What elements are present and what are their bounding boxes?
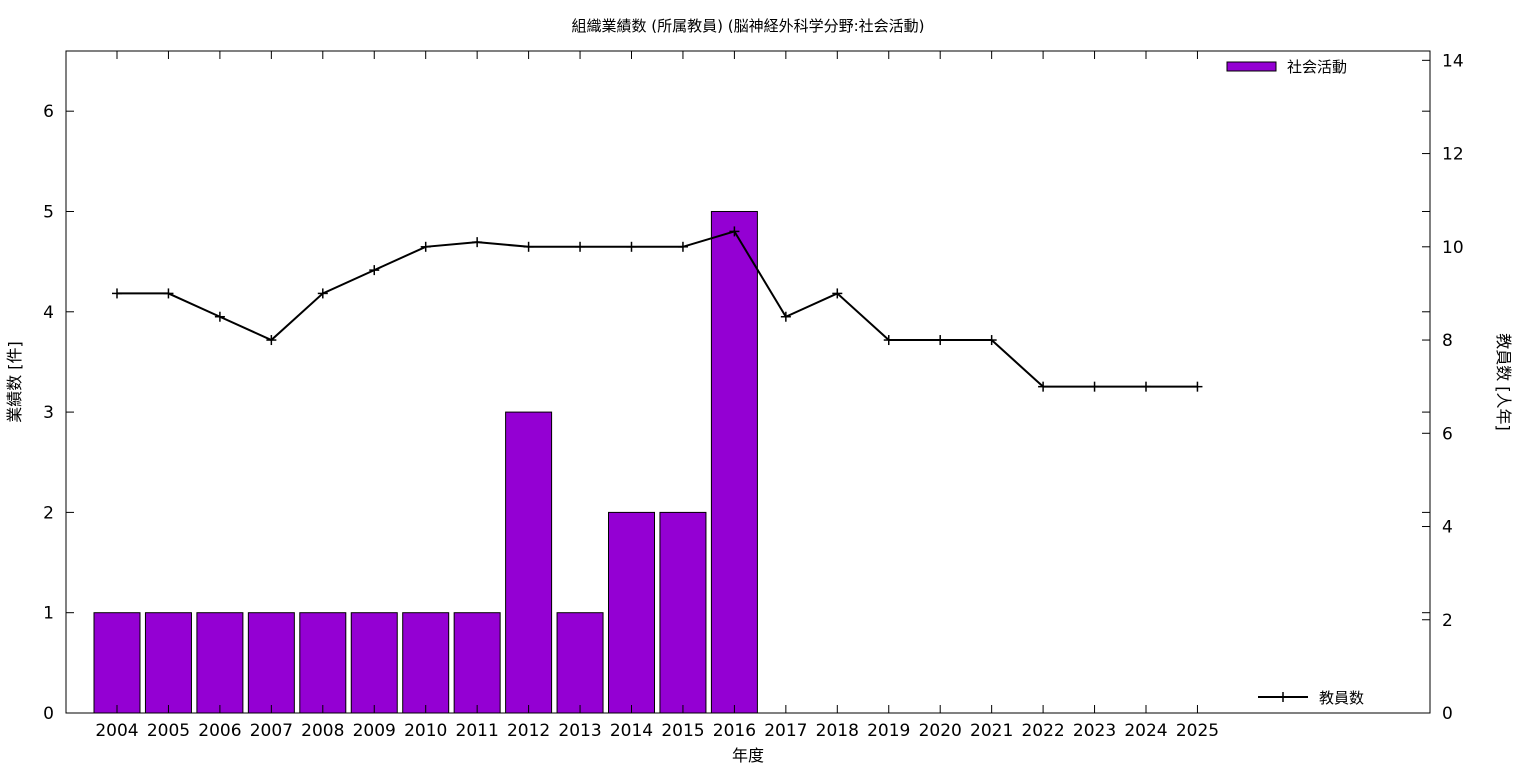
x-tick-label: 2006	[198, 721, 241, 741]
y-tick-label: 6	[43, 102, 54, 122]
line-point	[1089, 381, 1100, 392]
x-tick-label: 2008	[301, 721, 344, 741]
bar	[556, 612, 604, 714]
x-tick-label: 2015	[661, 721, 704, 741]
y2-axis-label: 教員数 [人年]	[1494, 333, 1513, 431]
line-point	[883, 335, 894, 346]
y-axis-label: 業績数 [件]	[5, 341, 24, 423]
line-point	[369, 265, 380, 276]
y2-tick-label: 8	[1442, 331, 1453, 351]
line-layer	[112, 226, 1203, 392]
y-tick-label: 5	[43, 202, 54, 222]
line-point	[986, 335, 997, 346]
y-tick-label: 2	[43, 503, 54, 523]
line-point	[575, 241, 586, 252]
bar	[402, 612, 450, 714]
line-point	[677, 241, 688, 252]
x-tick-label: 2022	[1021, 721, 1064, 741]
line-point	[935, 335, 946, 346]
line-point	[1038, 381, 1049, 392]
series-line	[117, 230, 1198, 388]
y-tick-label: 0	[43, 704, 54, 724]
line-point	[317, 288, 328, 299]
line-point	[626, 241, 637, 252]
x-tick-label: 2024	[1124, 721, 1167, 741]
line-point	[780, 311, 791, 322]
bar	[196, 612, 244, 714]
x-tick-label: 2017	[764, 721, 807, 741]
x-tick-label: 2019	[867, 721, 910, 741]
bar	[453, 612, 501, 714]
bar	[144, 612, 192, 714]
x-tick-label: 2018	[816, 721, 859, 741]
y-tick-label: 3	[43, 403, 54, 423]
line-point	[163, 288, 174, 299]
x-tick-label: 2014	[610, 721, 653, 741]
legend-line: 教員数	[1258, 689, 1364, 707]
x-tick-label: 2007	[250, 721, 293, 741]
y2-tick-label: 4	[1442, 518, 1453, 538]
y2-tick-label: 6	[1442, 424, 1453, 444]
line-point	[472, 237, 483, 248]
line-point	[1192, 381, 1203, 392]
bar	[299, 612, 347, 714]
x-tick-label: 2009	[353, 721, 396, 741]
x-tick-label: 2013	[558, 721, 601, 741]
legend-line-label: 教員数	[1319, 689, 1364, 707]
y2-tick-label: 14	[1442, 51, 1464, 71]
line-point	[1141, 381, 1151, 392]
line-point	[832, 288, 843, 299]
bar	[505, 411, 553, 714]
x-tick-label: 2016	[713, 721, 756, 741]
line-point	[266, 335, 277, 346]
x-tick-label: 2010	[404, 721, 447, 741]
line-point	[729, 226, 740, 237]
x-tick-label: 2020	[919, 721, 962, 741]
plot-frame	[65, 50, 1431, 714]
bar	[710, 210, 758, 714]
bar	[247, 612, 295, 714]
bars-layer	[93, 210, 758, 714]
bar	[659, 511, 707, 714]
y2-tick-label: 0	[1442, 704, 1453, 724]
legend-bar: 社会活動	[1226, 58, 1347, 76]
line-point	[214, 311, 225, 322]
bar	[93, 612, 141, 714]
bar	[608, 511, 655, 714]
x-tick-label: 2012	[507, 721, 550, 741]
line-point	[523, 241, 534, 252]
legend-bar-swatch	[1226, 61, 1277, 72]
y2-tick-label: 10	[1442, 238, 1464, 258]
bar	[350, 612, 398, 714]
x-tick-label: 2023	[1073, 721, 1116, 741]
legend-bar-label: 社会活動	[1287, 58, 1347, 76]
y-tick-label: 1	[43, 604, 54, 624]
x-tick-label: 2004	[95, 721, 138, 741]
y2-tick-label: 2	[1442, 611, 1453, 631]
x-tick-label: 2025	[1176, 721, 1219, 741]
chart-title: 組織業績数 (所属教員) (脳神経外科学分野:社会活動)	[571, 17, 924, 35]
y-tick-label: 4	[43, 303, 54, 323]
line-point	[420, 241, 431, 252]
x-tick-label: 2021	[970, 721, 1013, 741]
x-tick-label: 2011	[456, 721, 499, 741]
x-tick-label: 2005	[147, 721, 190, 741]
line-point	[112, 288, 122, 299]
y2-tick-label: 12	[1442, 145, 1464, 165]
x-axis-label: 年度	[732, 746, 764, 765]
